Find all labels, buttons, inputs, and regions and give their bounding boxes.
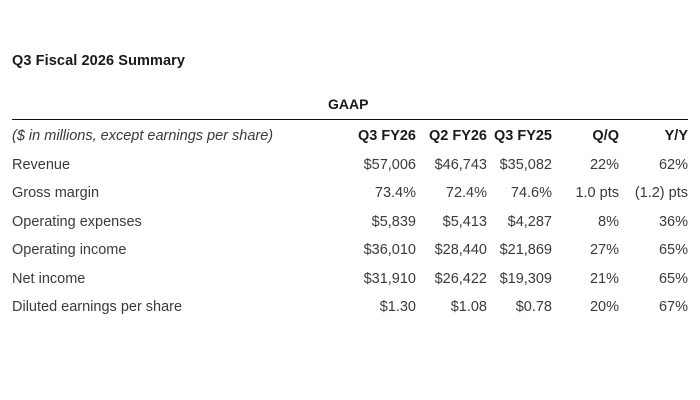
cell-yy: (1.2) pts xyxy=(634,185,688,202)
header-divider xyxy=(12,119,688,120)
cell-q2-fy26: $46,743 xyxy=(434,156,487,173)
cell-qq: 27% xyxy=(589,242,619,259)
column-header-q2-fy26: Q2 FY26 xyxy=(428,128,487,145)
table-row-diluted-eps: Diluted earnings per share $1.30 $1.08 $… xyxy=(12,293,688,322)
row-label: Operating income xyxy=(12,242,127,259)
cell-q3-fy26: $5,839 xyxy=(371,213,416,230)
column-header-qq: Q/Q xyxy=(592,128,619,145)
cell-q3-fy26: $57,006 xyxy=(363,156,416,173)
table-row-gross-margin: Gross margin 73.4% 72.4% 74.6% 1.0 pts (… xyxy=(12,179,688,208)
cell-yy: 67% xyxy=(658,299,688,316)
summary-table: ($ in millions, except earnings per shar… xyxy=(12,122,688,322)
cell-q3-fy25: 74.6% xyxy=(510,185,552,202)
cell-qq: 1.0 pts xyxy=(575,185,619,202)
column-header-q3-fy26: Q3 FY26 xyxy=(357,128,416,145)
cell-qq: 8% xyxy=(598,213,619,230)
cell-q2-fy26: $1.08 xyxy=(450,299,487,316)
row-label: Diluted earnings per share xyxy=(12,299,183,316)
column-header-yy: Y/Y xyxy=(664,128,688,145)
cell-yy: 65% xyxy=(658,242,688,259)
cell-q3-fy25: $4,287 xyxy=(507,213,552,230)
cell-q3-fy26: $1.30 xyxy=(379,299,416,316)
cell-q2-fy26: 72.4% xyxy=(445,185,487,202)
cell-qq: 20% xyxy=(589,299,619,316)
table-row-revenue: Revenue $57,006 $46,743 $35,082 22% 62% xyxy=(12,151,688,180)
table-row-operating-expenses: Operating expenses $5,839 $5,413 $4,287 … xyxy=(12,208,688,237)
cell-q3-fy26: $36,010 xyxy=(363,242,416,259)
row-label: Revenue xyxy=(12,156,71,173)
table-row-net-income: Net income $31,910 $26,422 $19,309 21% 6… xyxy=(12,265,688,294)
cell-q3-fy25: $21,869 xyxy=(499,242,552,259)
cell-qq: 22% xyxy=(589,156,619,173)
page-title: Q3 Fiscal 2026 Summary xyxy=(12,53,186,69)
cell-q3-fy25: $19,309 xyxy=(499,270,552,287)
cell-qq: 21% xyxy=(589,270,619,287)
cell-yy: 36% xyxy=(658,213,688,230)
row-label: Operating expenses xyxy=(12,213,142,230)
cell-q2-fy26: $28,440 xyxy=(434,242,487,259)
table-row-operating-income: Operating income $36,010 $28,440 $21,869… xyxy=(12,236,688,265)
row-label: Net income xyxy=(12,270,86,287)
cell-q3-fy25: $0.78 xyxy=(515,299,552,316)
cell-yy: 65% xyxy=(658,270,688,287)
cell-q3-fy26: $31,910 xyxy=(363,270,416,287)
cell-q2-fy26: $5,413 xyxy=(442,213,487,230)
cell-yy: 62% xyxy=(658,156,688,173)
cell-q3-fy25: $35,082 xyxy=(499,156,552,173)
cell-q2-fy26: $26,422 xyxy=(434,270,487,287)
gaap-section-label: GAAP xyxy=(328,96,369,112)
table-header-row: ($ in millions, except earnings per shar… xyxy=(12,122,688,151)
row-label: Gross margin xyxy=(12,185,100,202)
cell-q3-fy26: 73.4% xyxy=(374,185,416,202)
units-note: ($ in millions, except earnings per shar… xyxy=(12,128,274,145)
column-header-q3-fy25: Q3 FY25 xyxy=(493,128,552,145)
